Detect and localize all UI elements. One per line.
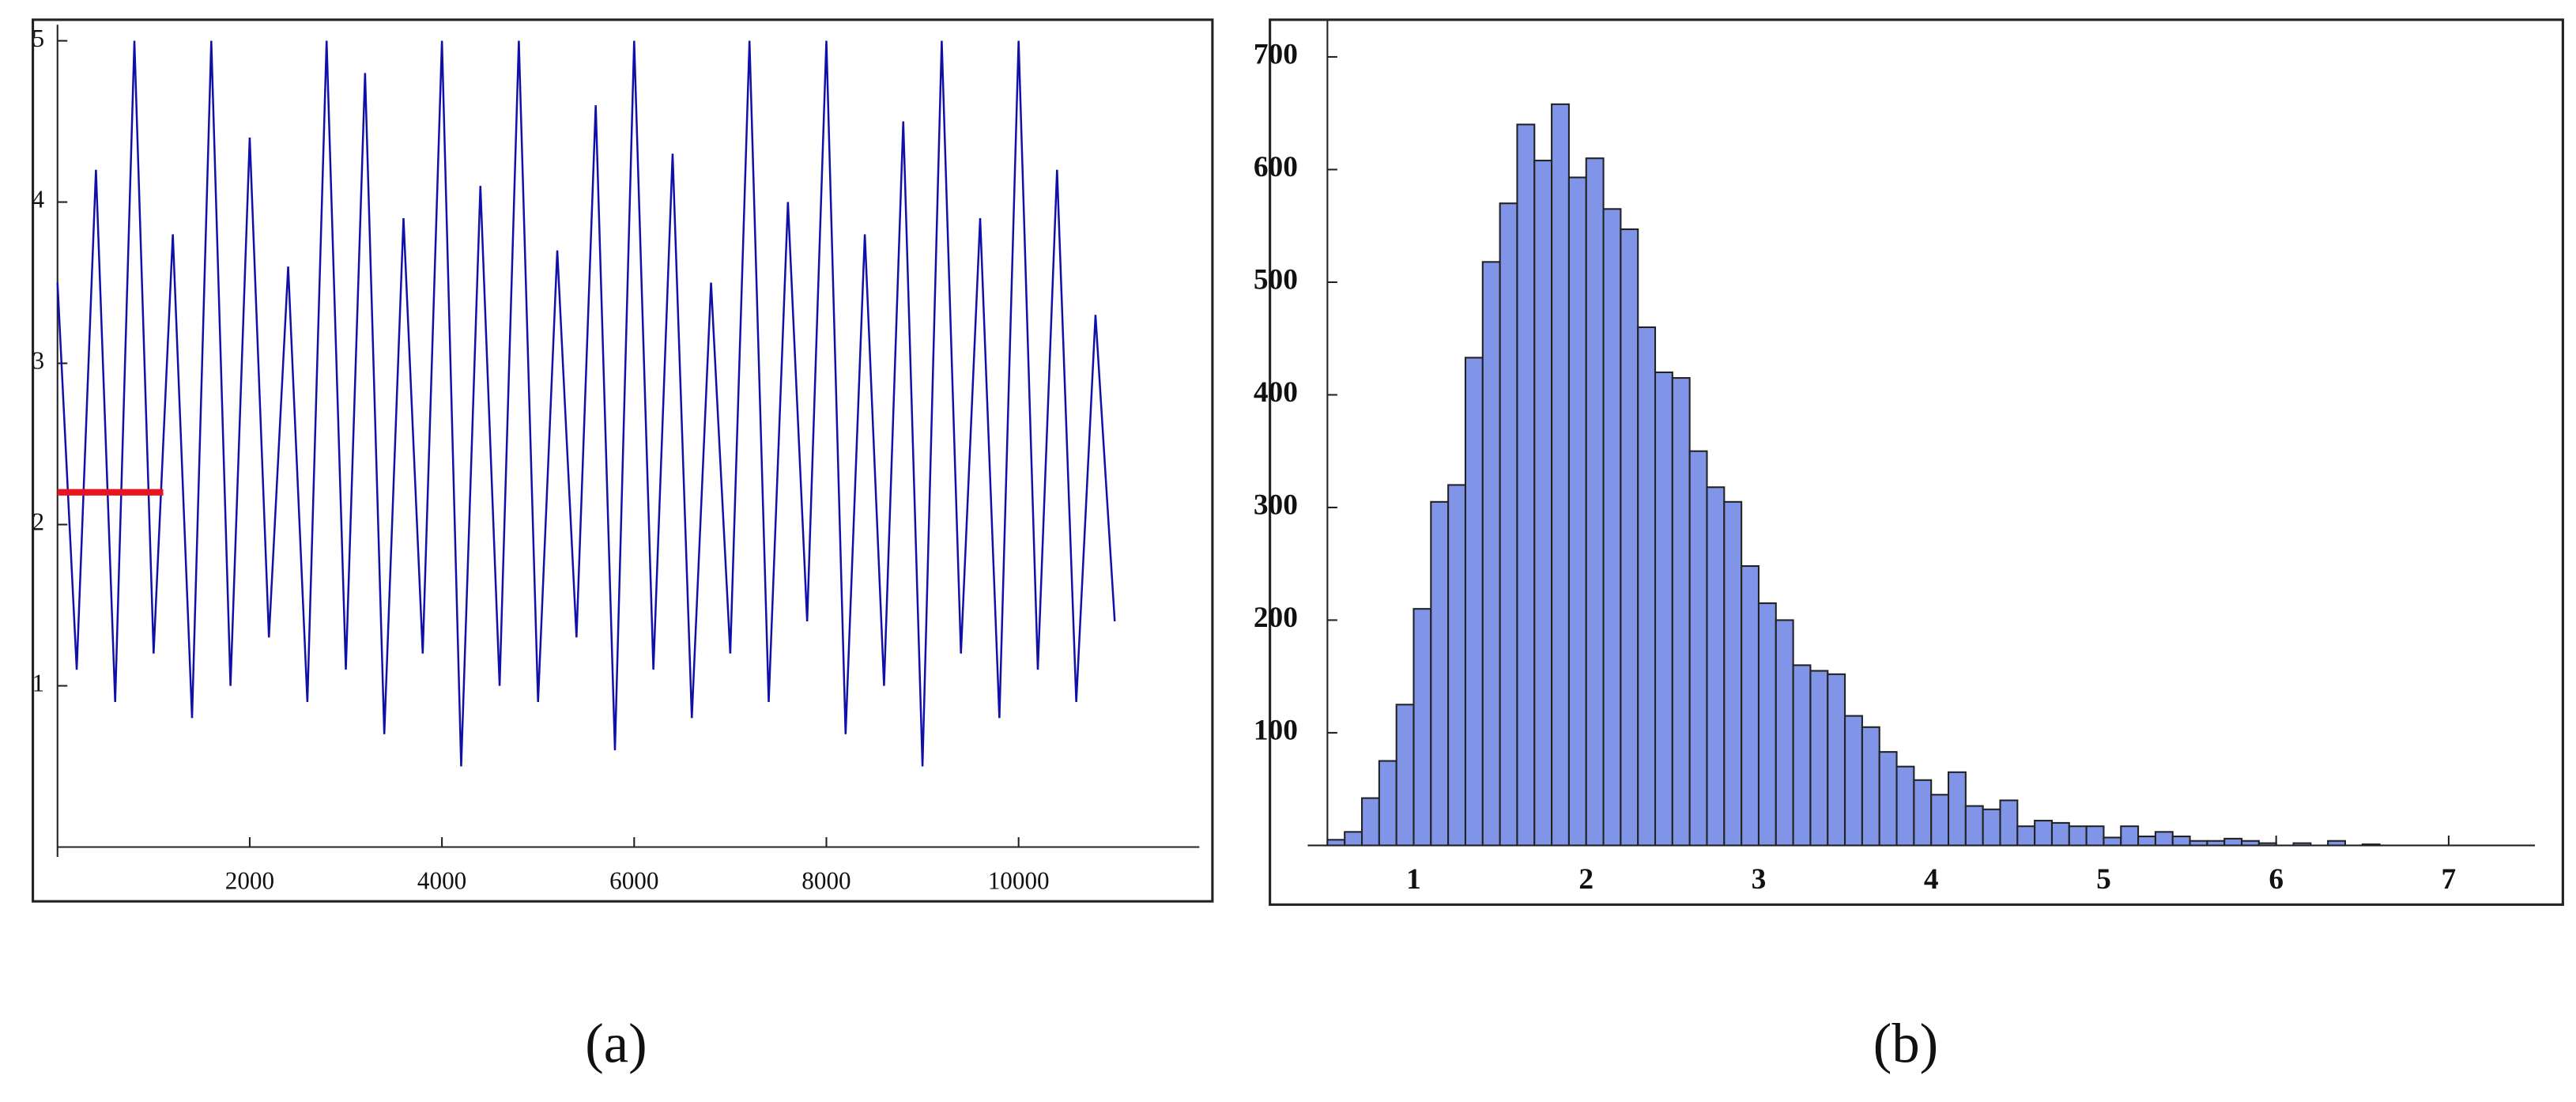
bar (2171, 835, 2191, 847)
bar (1360, 797, 1380, 847)
bar (2068, 825, 2088, 847)
bar (1706, 486, 1726, 847)
bar (1481, 261, 1501, 847)
y-tick-label: 400 (1254, 376, 1298, 409)
bar (1516, 123, 1536, 847)
y-tick-label: 1 (32, 670, 45, 697)
y-tick-label: 500 (1254, 264, 1298, 296)
y-tick-label: 100 (1254, 715, 1298, 747)
bar (1861, 726, 1880, 847)
bar (1982, 808, 2001, 847)
bar (1602, 208, 1622, 847)
caption-a: (a) (585, 1013, 647, 1075)
bar (1827, 673, 1846, 847)
x-tick-label: 2 (1578, 863, 1593, 896)
bar (2257, 842, 2277, 847)
bar (1723, 500, 1743, 847)
bar (1654, 371, 1673, 847)
bar (2154, 831, 2174, 847)
bar (1999, 799, 2019, 847)
bar (1637, 326, 1657, 847)
bar (1499, 202, 1518, 847)
bar (2361, 843, 2381, 847)
x-tick-label: 4000 (417, 866, 466, 894)
frame-b (1269, 18, 2564, 906)
caption-b: (b) (1873, 1013, 1938, 1075)
x-tick-label: 6 (2269, 863, 2284, 896)
bar (1447, 484, 1467, 847)
bar (1688, 450, 1708, 847)
x-tick-label: 2000 (225, 866, 274, 894)
trace-line (56, 40, 1116, 767)
bar (1775, 619, 1794, 847)
x-tick-label: 6000 (609, 866, 658, 894)
bar (1378, 760, 1397, 847)
y-tick-label: 3 (32, 347, 45, 375)
bar (2120, 825, 2140, 847)
bar (1567, 176, 1587, 847)
bar (1741, 565, 1760, 847)
y-tick-label: 4 (32, 186, 45, 213)
bar (1551, 103, 1570, 847)
bar (1792, 664, 1812, 847)
bar (1620, 228, 1639, 847)
bar (2050, 821, 2070, 847)
bar (1326, 839, 1346, 847)
bar (1585, 157, 1605, 847)
bar (2223, 837, 2243, 847)
x-tick-label: 7 (2442, 863, 2457, 896)
bar (2016, 825, 2036, 847)
y-tick-label: 2 (32, 508, 45, 536)
bar (1395, 704, 1415, 847)
y-tick-label: 700 (1254, 39, 1298, 71)
bar (1671, 377, 1691, 847)
bar (1930, 794, 1950, 847)
x-tick-label: 1 (1406, 863, 1421, 896)
bar (1913, 779, 1933, 847)
x-tick-label: 8000 (801, 866, 850, 894)
y-tick-label: 600 (1254, 151, 1298, 183)
bar (2085, 825, 2105, 847)
bar (1947, 771, 1967, 847)
y-tick-label: 300 (1254, 489, 1298, 522)
bar (1809, 670, 1829, 847)
x-tick-label: 3 (1752, 863, 1767, 896)
bar (2327, 840, 2347, 847)
bar (2034, 820, 2054, 847)
bar (2240, 840, 2260, 847)
bar (1430, 500, 1450, 847)
y-tick-label: 5 (32, 25, 45, 52)
x-tick-label: 10000 (988, 866, 1050, 894)
bar (1533, 160, 1553, 847)
bar (2292, 842, 2312, 847)
bar (2206, 840, 2226, 847)
bar (2189, 840, 2208, 847)
x-tick-label: 4 (1924, 863, 1939, 896)
bar (1412, 608, 1432, 847)
bar (1895, 765, 1915, 847)
bar (1757, 602, 1777, 847)
bar (2103, 836, 2122, 847)
bar (1464, 357, 1484, 847)
bar (1878, 751, 1898, 847)
x-tick-label: 5 (2096, 863, 2111, 896)
bar (1844, 715, 1863, 847)
y-tick-label: 200 (1254, 602, 1298, 634)
bar (1964, 805, 1984, 847)
bar (1344, 831, 1363, 847)
frame-a (32, 18, 1214, 903)
bar (2137, 835, 2156, 847)
